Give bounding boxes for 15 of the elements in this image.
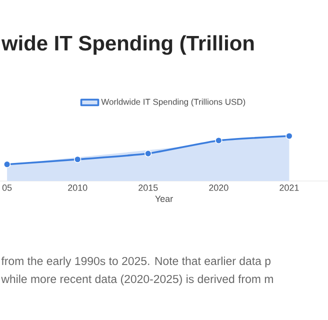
legend-label: Worldwide IT Spending (Trillions USD) — [101, 98, 246, 107]
point — [3, 160, 11, 168]
text: while more recent data (2020-2025) is derived from m — [1, 274, 273, 286]
x-axis-title: Year — [155, 196, 173, 202]
point — [74, 156, 82, 163]
x-tick-label: 2021 — [280, 184, 299, 191]
point — [215, 136, 222, 144]
x-tick-label: 2020 — [209, 184, 228, 191]
text: from the early 1990s to 2025. Note that earlier data p — [1, 256, 270, 268]
x-tick-label: 05 — [2, 184, 12, 191]
chart-title: wide IT Spending (Trillion — [1, 35, 254, 55]
x-tick-label: 2015 — [138, 184, 158, 191]
x-tick-label: 2010 — [68, 184, 88, 191]
point — [286, 132, 293, 140]
point — [144, 150, 152, 158]
